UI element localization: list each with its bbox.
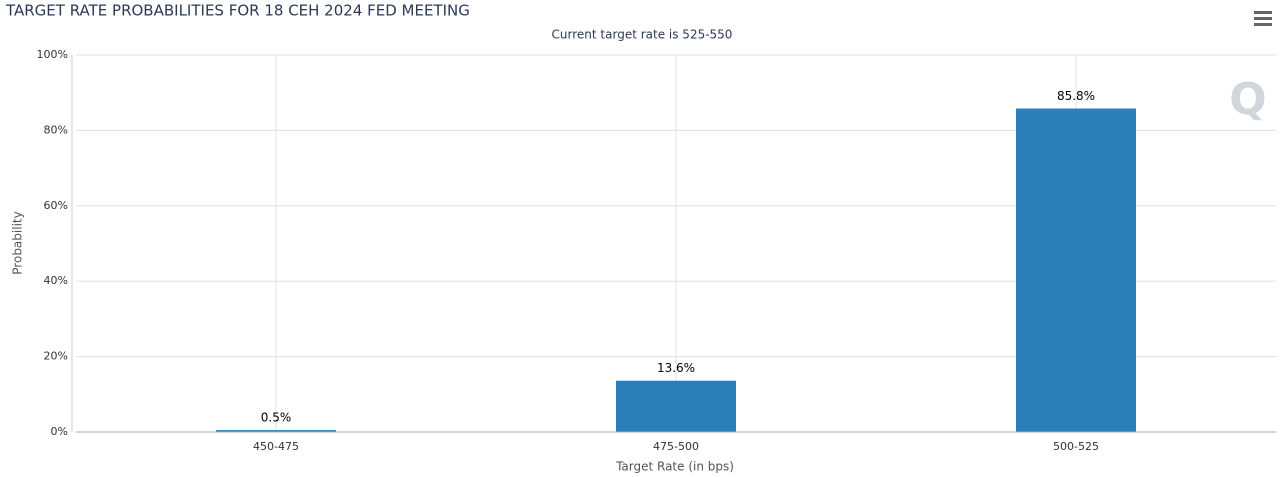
x-tick-label: 500-525 — [1053, 440, 1099, 453]
x-tick-label: 475-500 — [653, 440, 699, 453]
chart-title: TARGET RATE PROBABILITIES FOR 18 CEH 202… — [5, 2, 470, 20]
bar — [1016, 108, 1136, 432]
y-tick-label: 80% — [44, 123, 68, 136]
y-tick-label: 100% — [37, 48, 68, 61]
data-label: 13.6% — [657, 361, 695, 375]
y-axis-label: Probability — [11, 211, 25, 274]
menu-button[interactable] — [1254, 11, 1272, 26]
y-tick-label: 20% — [44, 350, 68, 363]
y-tick-label: 40% — [44, 274, 68, 287]
y-tick-label: 0% — [51, 425, 68, 438]
bar — [216, 430, 336, 432]
menu-bar — [1254, 11, 1272, 14]
menu-bar — [1254, 23, 1272, 26]
data-label: 0.5% — [261, 411, 292, 425]
bar — [616, 380, 736, 432]
chart-subtitle: Current target rate is 525-550 — [552, 28, 733, 42]
y-tick-label: 60% — [44, 199, 68, 212]
logo: Q — [1229, 74, 1266, 125]
menu-bar — [1254, 17, 1272, 20]
data-label: 85.8% — [1057, 89, 1095, 103]
x-tick-label: 450-475 — [253, 440, 299, 453]
x-axis-label: Target Rate (in bps) — [615, 460, 734, 474]
